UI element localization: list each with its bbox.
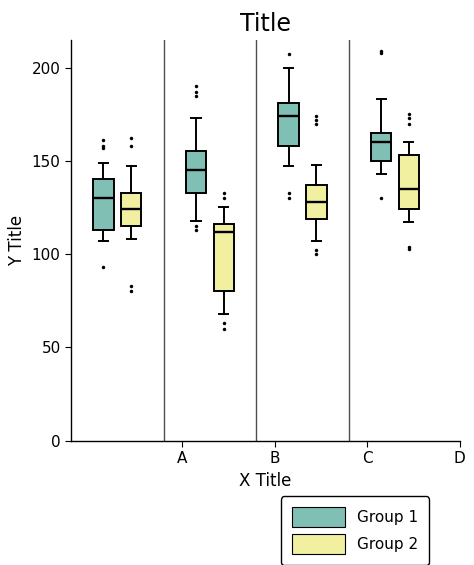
Bar	[371, 133, 392, 161]
Bar	[214, 224, 234, 292]
Bar	[278, 103, 299, 146]
Bar	[93, 180, 114, 230]
Bar	[121, 193, 141, 226]
Bar	[306, 185, 327, 219]
X-axis label: X Title: X Title	[239, 472, 292, 490]
Title: Title: Title	[240, 12, 291, 36]
Bar	[399, 155, 419, 210]
Bar	[186, 151, 206, 193]
Legend: Group 1, Group 2: Group 1, Group 2	[281, 497, 429, 565]
Y-axis label: Y Title: Y Title	[8, 215, 26, 266]
